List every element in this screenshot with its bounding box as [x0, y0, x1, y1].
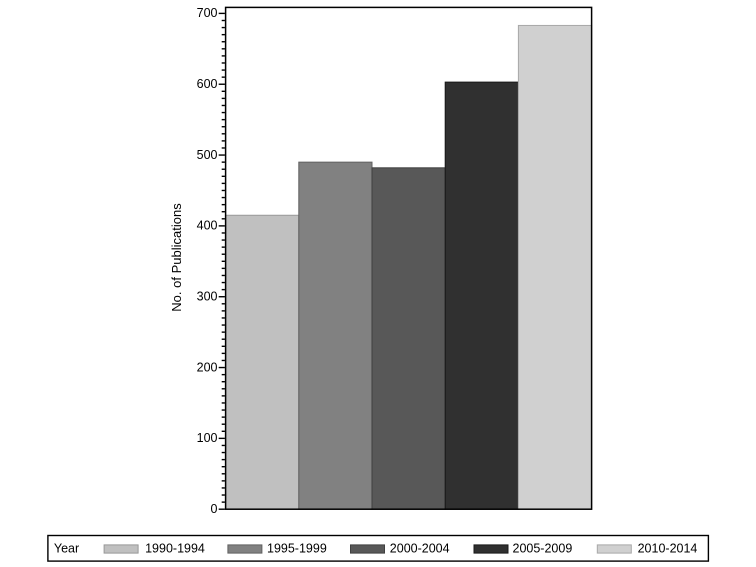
svg-text:0: 0: [211, 502, 218, 516]
svg-text:400: 400: [197, 219, 218, 233]
svg-text:2000-2004: 2000-2004: [390, 542, 450, 556]
svg-text:600: 600: [197, 77, 218, 91]
svg-text:300: 300: [197, 290, 218, 304]
svg-text:1990-1994: 1990-1994: [145, 542, 205, 556]
svg-text:700: 700: [197, 6, 218, 20]
svg-text:2010-2014: 2010-2014: [638, 542, 698, 556]
svg-text:100: 100: [197, 431, 218, 445]
svg-text:200: 200: [197, 360, 218, 374]
svg-text:500: 500: [197, 148, 218, 162]
svg-text:No. of Publications: No. of Publications: [169, 203, 184, 312]
svg-text:1995-1999: 1995-1999: [267, 542, 327, 556]
svg-text:Year: Year: [54, 542, 79, 556]
svg-text:2005-2009: 2005-2009: [513, 542, 573, 556]
